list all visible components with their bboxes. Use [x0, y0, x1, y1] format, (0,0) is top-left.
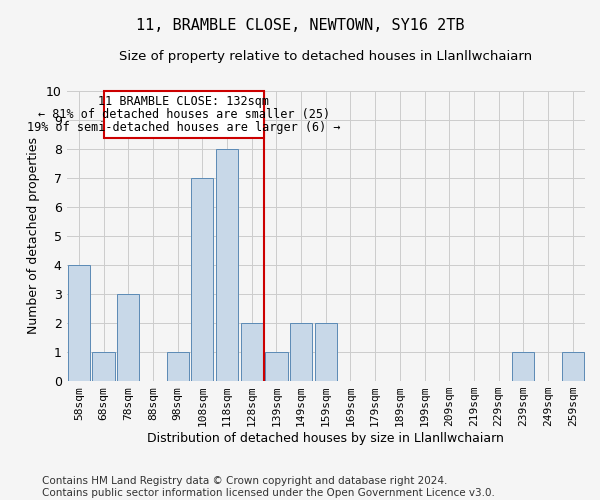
Text: 19% of semi-detached houses are larger (6) →: 19% of semi-detached houses are larger (… — [27, 122, 341, 134]
Bar — [68, 265, 90, 381]
X-axis label: Distribution of detached houses by size in Llanllwchaiarn: Distribution of detached houses by size … — [148, 432, 504, 445]
FancyBboxPatch shape — [104, 90, 264, 138]
Bar — [290, 323, 312, 381]
Text: Contains HM Land Registry data © Crown copyright and database right 2024.
Contai: Contains HM Land Registry data © Crown c… — [42, 476, 495, 498]
Bar — [241, 323, 263, 381]
Text: 11, BRAMBLE CLOSE, NEWTOWN, SY16 2TB: 11, BRAMBLE CLOSE, NEWTOWN, SY16 2TB — [136, 18, 464, 32]
Bar — [562, 352, 584, 381]
Title: Size of property relative to detached houses in Llanllwchaiarn: Size of property relative to detached ho… — [119, 50, 532, 63]
Text: 11 BRAMBLE CLOSE: 132sqm: 11 BRAMBLE CLOSE: 132sqm — [98, 94, 269, 108]
Y-axis label: Number of detached properties: Number of detached properties — [27, 138, 40, 334]
Bar — [92, 352, 115, 381]
Bar — [512, 352, 535, 381]
Text: ← 81% of detached houses are smaller (25): ← 81% of detached houses are smaller (25… — [38, 108, 330, 121]
Bar — [167, 352, 189, 381]
Bar — [117, 294, 139, 381]
Bar — [314, 323, 337, 381]
Bar — [216, 148, 238, 381]
Bar — [265, 352, 287, 381]
Bar — [191, 178, 214, 381]
